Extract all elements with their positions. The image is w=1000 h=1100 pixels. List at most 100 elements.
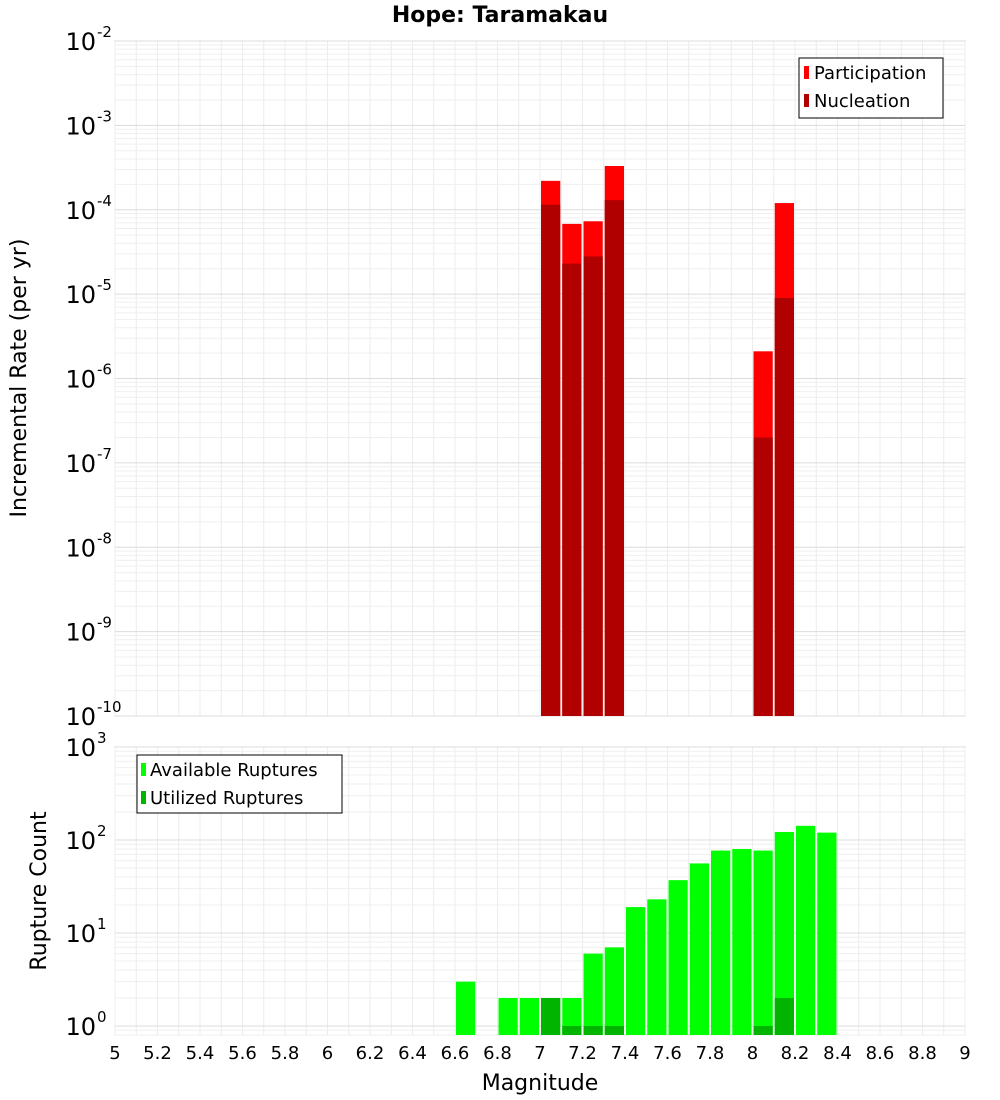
legend-swatch-utilized bbox=[141, 791, 146, 804]
legend-swatch-available bbox=[141, 763, 146, 776]
count-bars bbox=[456, 825, 837, 1035]
count-bar-s1 bbox=[689, 863, 709, 1035]
x-tick-label: 5.2 bbox=[143, 1043, 172, 1064]
x-tick-label: 6 bbox=[322, 1043, 333, 1064]
count-bar-s2 bbox=[774, 997, 794, 1035]
rate-y-tick-base: 10 bbox=[65, 534, 96, 562]
count-bar-s1 bbox=[647, 899, 667, 1035]
x-tick-label: 8 bbox=[747, 1043, 758, 1064]
rate-y-tick-base: 10 bbox=[65, 703, 96, 731]
count-bar-s1 bbox=[519, 997, 539, 1035]
rate-y-axis-label: Incremental Rate (per yr) bbox=[7, 239, 32, 518]
x-tick-label: 7.2 bbox=[568, 1043, 597, 1064]
rate-y-tick-base: 10 bbox=[65, 450, 96, 478]
legend-swatch-nucleation bbox=[804, 94, 809, 107]
x-tick-label: 6.4 bbox=[398, 1043, 427, 1064]
legend-swatch-participation bbox=[804, 66, 809, 79]
x-tick-label: 6.2 bbox=[356, 1043, 385, 1064]
count-y-tick-base: 10 bbox=[65, 920, 96, 948]
count-bar-s1 bbox=[604, 947, 624, 1035]
chart-title: Hope: Taramakau bbox=[392, 3, 608, 28]
legend-label-available: Available Ruptures bbox=[150, 760, 318, 781]
rate-bars bbox=[541, 166, 794, 717]
count-bar-s2 bbox=[753, 1025, 773, 1035]
x-tick-label: 8.8 bbox=[908, 1043, 937, 1064]
count-y-tick-base: 10 bbox=[65, 1013, 96, 1041]
count-y-tick-exp: 2 bbox=[97, 822, 107, 840]
x-tick-label: 7.8 bbox=[696, 1043, 725, 1064]
count-bar-s1 bbox=[668, 880, 688, 1035]
count-y-tick-exp: 1 bbox=[97, 915, 107, 933]
x-tick-label: 8.6 bbox=[866, 1043, 895, 1064]
count-bar-s2 bbox=[541, 997, 561, 1035]
x-tick-label: 8.4 bbox=[823, 1043, 852, 1064]
rate-gridlines bbox=[114, 40, 966, 717]
count-bar-s1 bbox=[562, 997, 582, 1035]
rate-y-tick-base: 10 bbox=[65, 366, 96, 394]
rate-y-tick-base: 10 bbox=[65, 619, 96, 647]
x-axis-label: Magnitude bbox=[482, 1071, 599, 1096]
rate-bar-s2 bbox=[583, 256, 603, 716]
rate-y-tick-exp: -6 bbox=[97, 361, 112, 379]
count-y-tick-exp: 3 bbox=[97, 729, 107, 747]
count-bar-s1 bbox=[753, 850, 773, 1035]
count-bar-s1 bbox=[456, 981, 476, 1035]
rate-y-tick-exp: -5 bbox=[97, 276, 112, 294]
rate-bar-s2 bbox=[774, 297, 794, 716]
legend-label-utilized: Utilized Ruptures bbox=[150, 788, 303, 809]
rate-y-tick-exp: -2 bbox=[97, 23, 112, 41]
x-tick-label: 8.2 bbox=[781, 1043, 810, 1064]
x-tick-label: 7.4 bbox=[611, 1043, 640, 1064]
count-legend-box bbox=[136, 754, 343, 814]
x-tick-label: 6.8 bbox=[483, 1043, 512, 1064]
count-bar-s1 bbox=[817, 832, 837, 1035]
rate-y-tick-base: 10 bbox=[65, 281, 96, 309]
count-y-tick-base: 10 bbox=[65, 734, 96, 762]
x-tick-label: 5.6 bbox=[228, 1043, 257, 1064]
x-tick-label: 5 bbox=[109, 1043, 120, 1064]
rate-bar-s2 bbox=[541, 204, 561, 717]
count-bar-s2 bbox=[562, 1025, 582, 1035]
rate-y-tick-exp: -4 bbox=[97, 192, 112, 210]
rate-y-tick-exp: -9 bbox=[97, 614, 112, 632]
magnitude-x-ticks: 5 5.2 5.4 5.6 5.8 6 6.2 6.4 6.6 6.8 7 7.2 7.4 7.6 7.8 8… bbox=[109, 1043, 970, 1064]
rate-y-tick-exp: -10 bbox=[97, 698, 122, 716]
rate-legend-box bbox=[798, 57, 944, 119]
x-tick-label: 9 bbox=[959, 1043, 970, 1064]
rate-y-tick-base: 10 bbox=[65, 28, 96, 56]
rate-y-tick-base: 10 bbox=[65, 197, 96, 225]
x-tick-label: 7 bbox=[534, 1043, 545, 1064]
count-legend: Available Ruptures Utilized Ruptures bbox=[136, 754, 343, 814]
count-y-tick-base: 10 bbox=[65, 827, 96, 855]
rate-legend: Participation Nucleation bbox=[798, 57, 944, 119]
rate-y-tick-exp: -3 bbox=[97, 107, 112, 125]
count-bar-s1 bbox=[774, 831, 794, 1035]
count-bar-s1 bbox=[732, 849, 752, 1035]
count-bar-s2 bbox=[583, 1025, 603, 1035]
legend-label-nucleation: Nucleation bbox=[814, 91, 910, 112]
rate-bar-s2 bbox=[753, 437, 773, 716]
x-tick-label: 7.6 bbox=[653, 1043, 682, 1064]
count-y-axis-label: Rupture Count bbox=[27, 811, 52, 971]
count-bar-s1 bbox=[711, 850, 731, 1035]
rate-y-tick-exp: -8 bbox=[97, 529, 112, 547]
x-tick-label: 5.4 bbox=[186, 1043, 215, 1064]
rate-y-tick-base: 10 bbox=[65, 112, 96, 140]
count-bar-s2 bbox=[604, 1025, 624, 1035]
x-tick-label: 6.6 bbox=[441, 1043, 470, 1064]
count-bar-s1 bbox=[796, 825, 816, 1035]
legend-label-participation: Participation bbox=[814, 63, 926, 84]
count-bar-s1 bbox=[583, 953, 603, 1035]
rate-bar-s2 bbox=[562, 263, 582, 716]
x-tick-label: 5.8 bbox=[271, 1043, 300, 1064]
count-bar-s1 bbox=[626, 907, 646, 1035]
rate-y-tick-exp: -7 bbox=[97, 445, 112, 463]
rate-bar-s2 bbox=[604, 200, 624, 716]
count-bar-s1 bbox=[498, 997, 518, 1035]
count-y-tick-exp: 0 bbox=[97, 1008, 107, 1026]
